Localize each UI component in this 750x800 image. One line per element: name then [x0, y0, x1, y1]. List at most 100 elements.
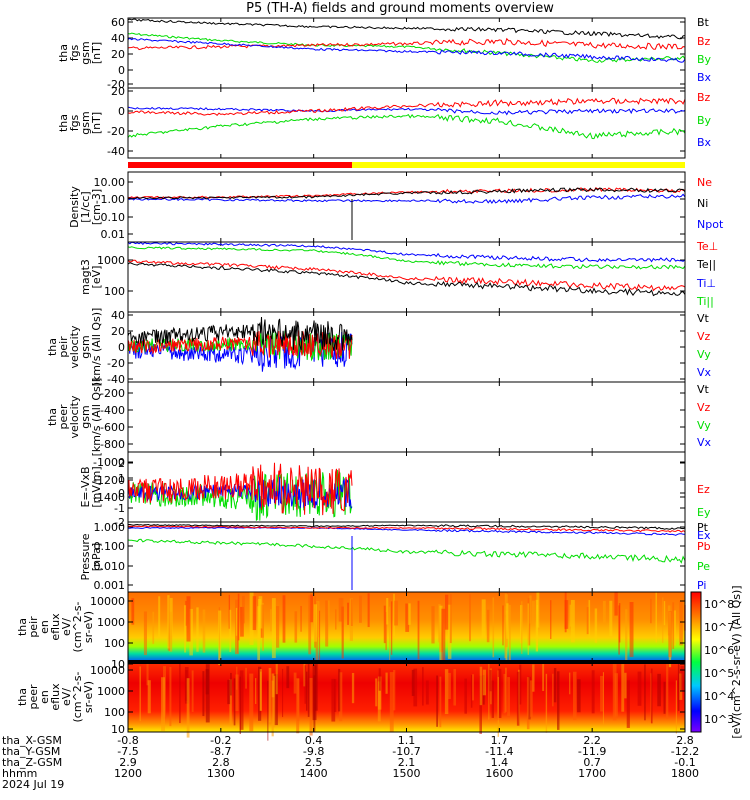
legend-Vz: Vz	[697, 401, 711, 414]
ylabel-line: tha	[57, 44, 70, 62]
ytick-label: 20	[111, 85, 125, 98]
legend-Pt: Pt	[697, 521, 709, 534]
xaxis-value: 1.7	[490, 734, 509, 747]
ylabel-line: sr-eV)	[82, 611, 95, 643]
spectrogram-stripe	[271, 673, 275, 698]
spectrogram-stripe	[570, 599, 575, 643]
ytick-label: 10000	[90, 595, 125, 608]
spectrogram-stripe	[312, 665, 317, 721]
xaxis-value: 2.5	[304, 756, 323, 769]
line-Vt	[127, 316, 353, 352]
panel-frame	[127, 171, 686, 243]
ytick-label: 10	[111, 723, 125, 736]
spectrogram-stripe	[449, 594, 452, 644]
legend-Ti||: Ti||	[696, 295, 714, 308]
spectrogram-stripe	[335, 609, 337, 630]
spectrogram-stripe	[268, 667, 272, 723]
spectrogram-stripe	[237, 593, 240, 641]
ytick-label: -200	[100, 387, 125, 400]
spectrogram-stripe	[553, 667, 557, 703]
spectrogram-stripe	[594, 608, 598, 643]
line-By	[127, 32, 686, 63]
ytick-label: 0	[118, 341, 125, 354]
colorbar: 10^8 10^7 10^6 10^5 10^4 10^3[eV/(cm^2-s-sr-e…	[690, 585, 743, 739]
spectrogram-stripe	[552, 673, 554, 707]
spectrogram-stripe	[411, 669, 415, 696]
spectrogram-stripe	[625, 609, 628, 661]
spectrogram-stripe	[535, 599, 539, 652]
spectrogram-stripe	[503, 673, 507, 714]
line-Ti-par	[127, 246, 686, 270]
spectrogram-stripe	[417, 600, 420, 660]
xaxis-value: 0.4	[304, 734, 323, 747]
line-Bz	[127, 97, 686, 116]
spectrogram-stripe	[273, 675, 276, 728]
spectrogram-stripe	[672, 602, 675, 649]
ylabel-line: (cm^2-s-	[71, 602, 84, 653]
xaxis-value: 2.9	[119, 756, 137, 769]
spectrogram-stripe	[530, 680, 533, 717]
ylabel-line: [nT]	[90, 42, 103, 64]
spectrogram-stripe	[146, 663, 149, 686]
panel-density: 10.00 1.00 0.10 0.01 Density[1/cc][cm-3] Ne Ni…	[68, 172, 724, 242]
spectrogram-stripe	[529, 595, 532, 624]
spectrogram-stripe	[591, 670, 595, 714]
ytick-label: 10.00	[94, 176, 126, 189]
spectrogram-stripe	[488, 662, 490, 720]
spectrogram-stripe	[441, 608, 446, 663]
spectrogram-stripe	[189, 608, 193, 656]
ylabel-line: sr-eV)	[82, 681, 95, 713]
spectrogram-stripe	[161, 677, 165, 731]
spectrogram-stripe	[271, 598, 276, 659]
legend-Ex: Ex	[697, 529, 711, 542]
legend-Vt: Vt	[697, 312, 710, 325]
mode-bar	[128, 162, 685, 168]
spectrogram-stripe	[602, 600, 606, 623]
ytick-label: 20	[111, 48, 125, 61]
spectrogram-stripe	[677, 663, 680, 711]
xaxis-value: -11.9	[577, 745, 607, 758]
line-Npot	[127, 193, 686, 205]
mode-bar-slow	[128, 162, 352, 168]
spectrogram-stripe	[453, 669, 456, 706]
spectrogram-stripe	[235, 674, 239, 712]
spectrogram-stripe	[351, 672, 355, 704]
spectrogram-stripe	[316, 601, 320, 638]
legend-Vt: Vt	[697, 383, 710, 396]
spectrogram-stripe	[413, 668, 418, 707]
spectrogram-stripe	[307, 664, 310, 717]
ytick-label: 0.001	[94, 579, 126, 592]
ytick-label: 10	[111, 658, 125, 671]
spectrogram-stripe	[448, 672, 451, 700]
spectrogram-stripe	[600, 675, 604, 712]
spectrogram-stripe	[557, 671, 560, 730]
spectrogram-stripe	[662, 597, 664, 643]
spectrogram-stripe	[229, 679, 232, 725]
spectrogram-stripe	[158, 596, 161, 637]
spectrogram-stripe	[249, 673, 254, 732]
spectrogram-stripe	[304, 665, 307, 704]
spectrogram-stripe	[294, 611, 298, 643]
line-Ez	[127, 462, 353, 516]
line-Bt	[127, 18, 686, 40]
legend-Ez: Ez	[697, 483, 710, 496]
legend-Vz: Vz	[697, 330, 711, 343]
xaxis-value: -11.4	[485, 745, 514, 758]
xaxis-value: 1400	[299, 767, 328, 780]
spectrogram-stripe	[519, 664, 522, 705]
spectrogram-stripe	[152, 611, 155, 644]
spectrogram-stripe	[439, 676, 442, 728]
spectrogram-stripe	[249, 592, 254, 645]
spectrogram-stripe	[202, 609, 206, 653]
ylabel-line: gsm	[79, 111, 92, 134]
ytick-label: -2	[114, 516, 125, 529]
spectrogram-stripe	[498, 668, 502, 719]
ytick-label: -40	[107, 145, 125, 158]
spectrogram-stripe	[327, 600, 330, 625]
ytick-label: 20	[111, 325, 125, 338]
spectrogram-stripe	[255, 678, 257, 704]
spectrogram-stripe	[439, 605, 443, 663]
xaxis-value: 2.1	[397, 756, 416, 769]
spectrogram-stripe	[377, 676, 382, 710]
